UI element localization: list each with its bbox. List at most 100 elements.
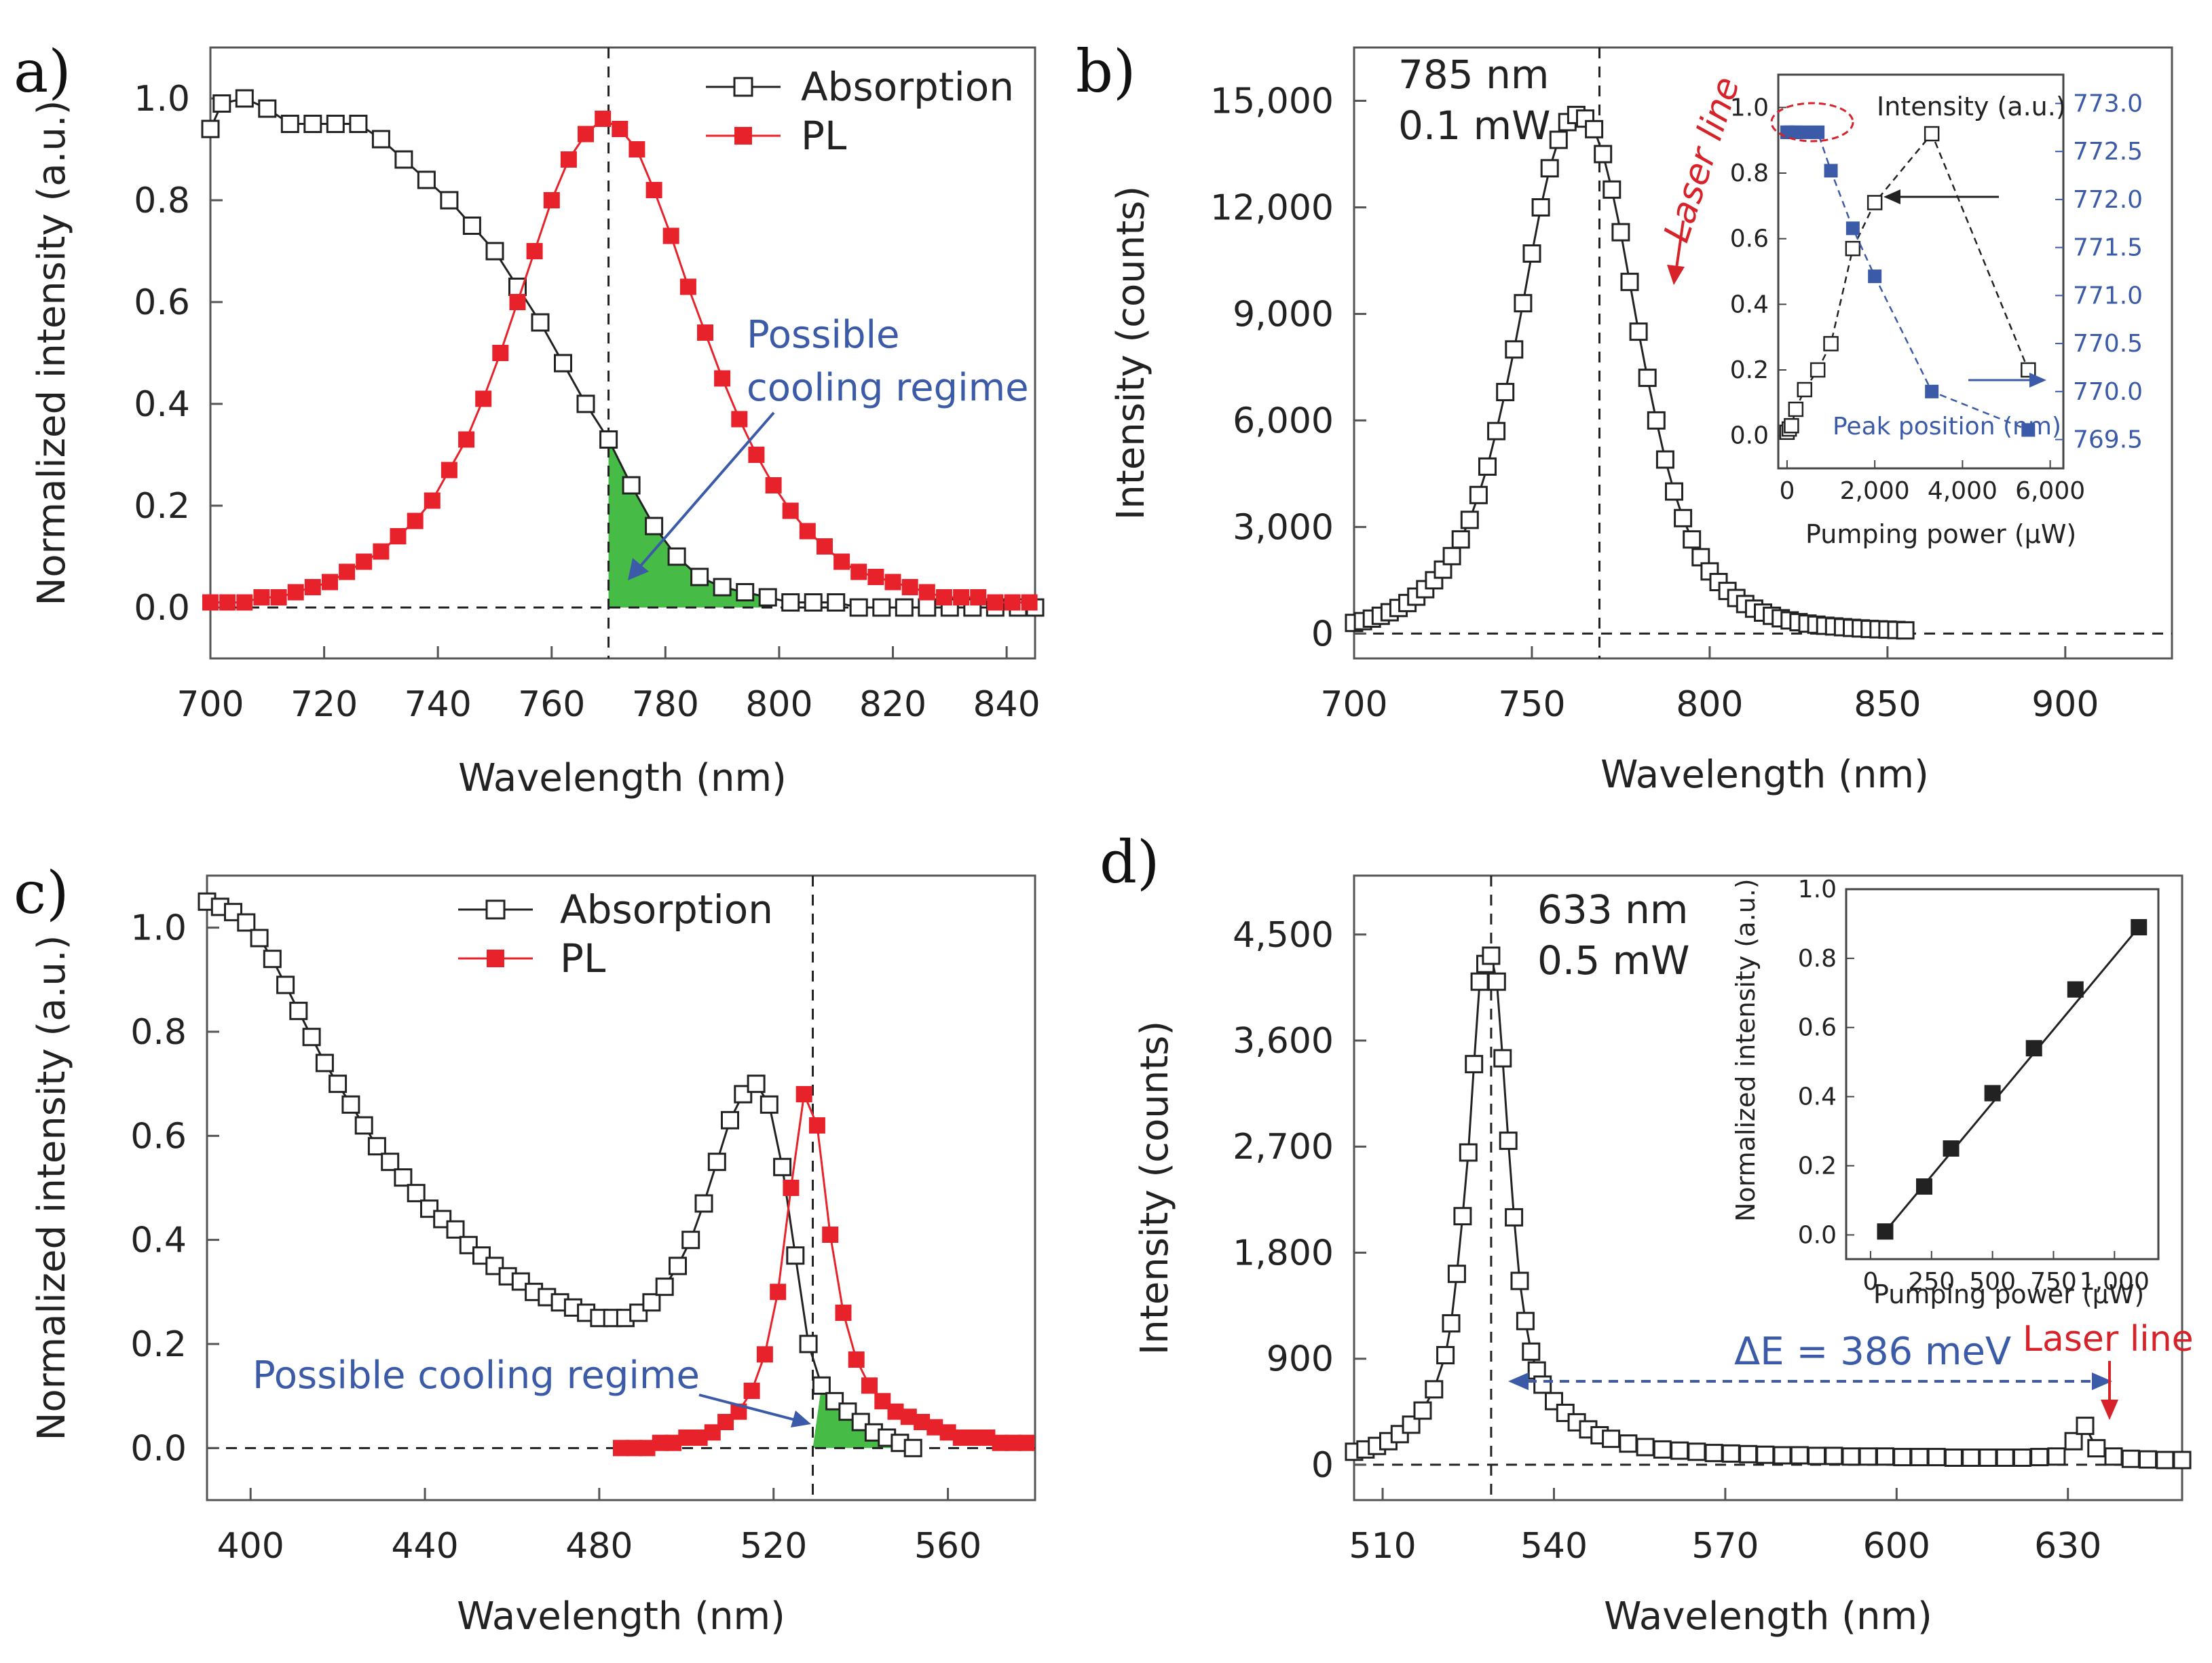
inset-b-y-tick-label-left: 0.4 — [1730, 291, 1769, 318]
y-tick-label: 9,000 — [1233, 294, 1334, 335]
data-point-filled — [970, 589, 987, 605]
data-point-open — [1585, 119, 1604, 138]
inset-b-y-tick-label-right: 771.5 — [2073, 234, 2143, 262]
data-point-open — [1413, 1401, 1432, 1420]
data-point-open — [690, 567, 709, 586]
data-point-open — [1469, 485, 1488, 504]
data-point-open — [1620, 272, 1639, 291]
data-point-open — [289, 1001, 308, 1020]
panel-a-annotation-line2: cooling regime — [747, 366, 1029, 410]
inset-b-highlight-ellipse — [1770, 102, 1854, 143]
data-point-open — [2139, 1450, 2157, 1469]
data-point-open — [721, 1110, 739, 1129]
data-point-open — [417, 170, 436, 189]
data-point-open — [1499, 1132, 1518, 1151]
inset-d-data-point — [1984, 1085, 2001, 1102]
x-tick-label: 400 — [217, 1526, 284, 1567]
data-point-open — [1594, 145, 1613, 164]
data-point-open — [1611, 223, 1630, 242]
data-point-filled — [612, 121, 629, 137]
data-point-filled — [679, 278, 696, 295]
legend-absorption-marker — [733, 77, 753, 97]
panel-d-inset: 0 250 500 750 1,000 0.0 0.2 0.4 0.6 0.8 1.0 — [1798, 876, 2160, 1296]
inset-d-x-tick-label: 250 — [1908, 1268, 1955, 1296]
x-tick-label: 840 — [973, 684, 1040, 725]
x-axis-title: Wavelength (nm) — [457, 1594, 785, 1639]
data-point-filled — [629, 141, 645, 157]
data-point-open — [1665, 482, 1683, 501]
y-axis-title: Intensity (counts) — [1133, 1021, 1177, 1355]
data-point-open — [1522, 244, 1541, 263]
data-point-open — [707, 1153, 726, 1172]
data-point-open — [760, 1095, 779, 1114]
y-tick-label: 0.8 — [134, 181, 190, 221]
data-point-open — [1442, 546, 1461, 565]
legend-c-pl-marker — [487, 950, 504, 967]
data-point-open — [1790, 1446, 1809, 1465]
inset-b-intensity-point — [1924, 126, 1940, 142]
inset-b-intensity-point — [1788, 401, 1804, 417]
inset-d-data-point — [1877, 1223, 1894, 1240]
data-point-filled — [270, 589, 287, 605]
data-point-open — [1979, 1449, 1998, 1467]
inset-d-data-point — [2067, 981, 2084, 998]
x-axis-title: Wavelength (nm) — [458, 756, 787, 800]
data-point-open — [433, 1210, 452, 1229]
plot-frame — [1353, 874, 2183, 1501]
y-tick-label: 3,000 — [1233, 507, 1334, 548]
data-point-open — [326, 115, 345, 133]
data-point-open — [1638, 369, 1657, 388]
inset-b-y-tick-label-right: 770.0 — [2073, 378, 2143, 406]
legend-c-pl-text: PL — [560, 935, 605, 982]
data-point-filled — [526, 243, 543, 259]
data-point-open — [554, 354, 572, 373]
panel-a-legend: Absorption PL — [706, 64, 1014, 159]
data-point-open — [1516, 1311, 1535, 1330]
x-tick-label: 540 — [1520, 1526, 1588, 1567]
data-point-open — [694, 1194, 713, 1213]
data-point-open — [1647, 411, 1666, 430]
data-point-filled — [322, 574, 338, 591]
panel-b: 700 750 800 850 900 0 3,000 6,000 9,000 12,000 15,… — [1076, 38, 2173, 797]
data-point-open — [2156, 1451, 2175, 1470]
data-point-filled — [861, 1377, 878, 1394]
data-point-open — [1496, 383, 1515, 402]
x-tick-label: 560 — [914, 1526, 981, 1567]
data-point-open — [2104, 1447, 2123, 1466]
data-point-open — [394, 150, 413, 169]
data-point-open — [354, 1116, 373, 1135]
legend-pl-text: PL — [801, 113, 846, 159]
data-point-open — [1995, 1449, 2014, 1467]
data-point-filled — [822, 1227, 839, 1243]
data-point-open — [1629, 322, 1648, 341]
data-point-open — [2121, 1449, 2140, 1468]
inset-b-y-tick-label-right: 771.0 — [2073, 282, 2143, 310]
inset-b-peak-point — [1824, 164, 1838, 178]
data-point-open — [407, 1184, 426, 1203]
data-point-open — [276, 975, 295, 994]
data-point-open — [1721, 1444, 1740, 1463]
data-point-filled — [817, 538, 833, 555]
data-point-open — [462, 217, 481, 235]
inset-d-data-point — [1943, 1140, 1960, 1157]
data-point-open — [1459, 1143, 1478, 1162]
inset-b-right-arrowhead — [2029, 373, 2046, 388]
panel-d-annotation-line2: 0.5 mW — [1537, 937, 1690, 984]
data-point-open — [1478, 457, 1497, 476]
data-point-open — [1505, 1208, 1524, 1227]
x-tick-label: 630 — [2034, 1526, 2101, 1567]
data-point-open — [758, 588, 777, 607]
plot-frame — [1353, 46, 2173, 660]
data-point-open — [1451, 530, 1470, 549]
data-point-open — [786, 1246, 805, 1265]
panel-c-label: c) — [14, 859, 69, 927]
data-point-open — [1514, 294, 1533, 313]
data-point-filled — [645, 182, 662, 198]
x-tick-label: 570 — [1691, 1526, 1759, 1567]
inset-d-y-tick-label: 0.4 — [1798, 1083, 1837, 1111]
inset-d-y-tick-label: 0.6 — [1798, 1014, 1837, 1042]
data-point-open — [1910, 1448, 1929, 1467]
y-tick-label: 0.8 — [130, 1012, 187, 1053]
data-point-open — [773, 1157, 792, 1176]
inset-b-y-tick-label-left: 1.0 — [1730, 94, 1769, 122]
